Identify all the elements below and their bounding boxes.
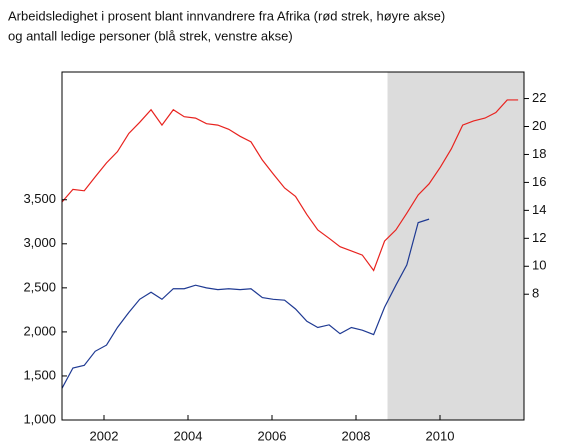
series-line	[61, 218, 430, 389]
y2-tick-label: 14	[532, 202, 546, 217]
y-tick-label: 2,000	[23, 323, 56, 338]
x-tick-label: 2010	[426, 428, 455, 443]
x-tick-label: 2002	[90, 428, 119, 443]
y-tick-label: 1,500	[23, 367, 56, 382]
x-tick-label: 2008	[342, 428, 371, 443]
shaded-region	[387, 72, 524, 420]
y2-tick-label: 10	[532, 258, 546, 273]
y-tick-label: 1,000	[23, 411, 56, 426]
y-tick-label: 3,000	[23, 235, 56, 250]
x-tick-label: 2006	[258, 428, 287, 443]
y2-tick-label: 8	[532, 286, 539, 301]
series-line	[61, 99, 519, 272]
plot-frame	[61, 71, 525, 421]
chart-title: Arbeidsledighet i prosent blant innvandr…	[8, 8, 445, 23]
chart-subtitle: og antall ledige personer (blå strek, ve…	[8, 28, 293, 43]
y2-tick-label: 18	[532, 146, 546, 161]
y-tick-label: 3,500	[23, 191, 56, 206]
y-tick-label: 2,500	[23, 279, 56, 294]
y2-tick-label: 16	[532, 174, 546, 189]
y2-tick-label: 20	[532, 118, 546, 133]
y2-tick-label: 22	[532, 90, 546, 105]
x-tick-label: 2004	[174, 428, 203, 443]
y2-tick-label: 12	[532, 230, 546, 245]
